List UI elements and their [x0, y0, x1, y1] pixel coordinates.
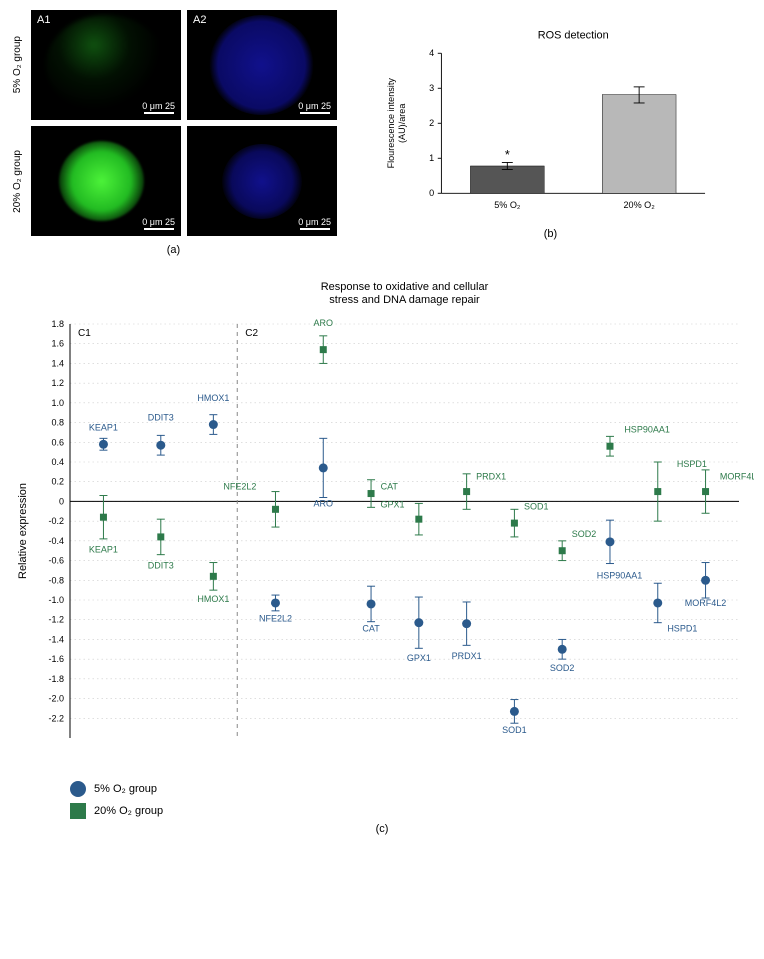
svg-text:KEAP1: KEAP1	[89, 422, 118, 432]
fluorescence-green-bright	[59, 141, 144, 221]
legend-square-icon	[70, 803, 86, 819]
svg-text:HSP90AA1: HSP90AA1	[624, 424, 670, 434]
svg-text:CAT: CAT	[381, 482, 399, 492]
scale-bar: 0 μm 25	[142, 101, 175, 114]
svg-text:CAT: CAT	[362, 624, 380, 634]
svg-text:ARO: ARO	[314, 498, 334, 508]
svg-text:1.6: 1.6	[51, 339, 64, 349]
svg-text:-1.2: -1.2	[48, 615, 64, 625]
svg-text:4: 4	[429, 48, 434, 58]
svg-text:1.2: 1.2	[51, 378, 64, 388]
svg-text:-0.8: -0.8	[48, 575, 64, 585]
svg-text:20% O₂: 20% O₂	[623, 200, 655, 210]
panel-a-sublabel: (a)	[10, 244, 337, 256]
svg-text:*: *	[505, 147, 510, 162]
svg-text:GPX1: GPX1	[380, 499, 404, 509]
micro-img-a2: A2 0 μm 25	[187, 10, 337, 120]
svg-text:SOD1: SOD1	[524, 501, 549, 511]
svg-text:0: 0	[429, 188, 434, 198]
legend-item-20pct: 20% O₂ group	[70, 803, 754, 819]
scale-bar: 0 μm 25	[142, 217, 175, 230]
svg-text:1.4: 1.4	[51, 358, 64, 368]
micro-img-b2: 0 μm 25	[187, 126, 337, 236]
legend-label-5pct: 5% O₂ group	[94, 783, 157, 795]
svg-text:-1.8: -1.8	[48, 674, 64, 684]
bar-chart-svg: ROS detection 0 1 2 3 4 Flourescence intensity…	[347, 26, 754, 226]
svg-text:HMOX1: HMOX1	[197, 594, 229, 604]
micro-row-1: 5% O₂ group A1 0 μm 25 A2 0 μm 25	[10, 10, 337, 120]
fluorescence-blue-large	[209, 15, 314, 115]
legend-label-20pct: 20% O₂ group	[94, 805, 163, 817]
svg-text:SOD2: SOD2	[572, 529, 597, 539]
svg-text:Flourescence intensity: Flourescence intensity	[386, 78, 396, 169]
figure-container: 5% O₂ group A1 0 μm 25 A2 0 μm 25 20% O₂…	[10, 10, 754, 835]
svg-text:C1: C1	[78, 328, 91, 339]
svg-text:Relative expression: Relative expression	[17, 483, 29, 579]
svg-text:-2.2: -2.2	[48, 713, 64, 723]
svg-text:0.2: 0.2	[51, 477, 64, 487]
svg-text:1.8: 1.8	[51, 319, 64, 329]
panel-b: ROS detection 0 1 2 3 4 Flourescence intensity…	[347, 10, 754, 256]
svg-text:-1.0: -1.0	[48, 595, 64, 605]
svg-text:5% O₂: 5% O₂	[494, 200, 521, 210]
svg-text:3: 3	[429, 83, 434, 93]
top-row: 5% O₂ group A1 0 μm 25 A2 0 μm 25 20% O₂…	[10, 10, 754, 256]
row-label-20pct: 20% O₂ group	[10, 148, 25, 215]
svg-text:MORF4L2: MORF4L2	[720, 472, 754, 482]
svg-text:DDIT3: DDIT3	[148, 413, 174, 423]
svg-text:2: 2	[429, 118, 434, 128]
svg-text:-0.4: -0.4	[48, 536, 64, 546]
panel-c: Response to oxidative and cellularstress…	[10, 266, 754, 835]
svg-text:1: 1	[429, 153, 434, 163]
svg-text:-1.6: -1.6	[48, 654, 64, 664]
micro-row-2: 20% O₂ group 0 μm 25 0 μm 25	[10, 126, 337, 236]
svg-text:-0.2: -0.2	[48, 516, 64, 526]
svg-text:SOD1: SOD1	[502, 725, 527, 735]
svg-text:0.4: 0.4	[51, 457, 64, 467]
svg-text:C2: C2	[245, 328, 258, 339]
svg-text:-0.6: -0.6	[48, 556, 64, 566]
svg-text:-2.0: -2.0	[48, 694, 64, 704]
scatter-chart-svg: Response to oxidative and cellularstress…	[10, 266, 754, 766]
fluorescence-blue-small	[222, 144, 302, 219]
micro-img-b1: 0 μm 25	[31, 126, 181, 236]
svg-text:0: 0	[59, 496, 64, 506]
svg-text:(AU)/area: (AU)/area	[397, 103, 407, 143]
legend-item-5pct: 5% O₂ group	[70, 781, 754, 797]
panel-c-sublabel: (c)	[10, 823, 754, 835]
fluorescence-green-faint	[46, 15, 166, 115]
scale-bar: 0 μm 25	[298, 101, 331, 114]
svg-text:GPX1: GPX1	[407, 653, 431, 663]
row-label-5pct: 5% O₂ group	[10, 34, 25, 95]
svg-text:NFE2L2: NFE2L2	[223, 482, 256, 492]
svg-text:stress and DNA damage repair: stress and DNA damage repair	[329, 294, 480, 306]
panel-a: 5% O₂ group A1 0 μm 25 A2 0 μm 25 20% O₂…	[10, 10, 337, 256]
svg-text:1.0: 1.0	[51, 398, 64, 408]
svg-text:Response to oxidative and cell: Response to oxidative and cellular	[321, 281, 489, 293]
svg-text:DDIT3: DDIT3	[148, 560, 174, 570]
img-label-a2: A2	[193, 14, 206, 26]
svg-text:HSPD1: HSPD1	[677, 459, 707, 469]
legend: 5% O₂ group 20% O₂ group	[70, 781, 754, 819]
svg-text:HSP90AA1: HSP90AA1	[597, 570, 643, 580]
svg-text:HSPD1: HSPD1	[667, 624, 697, 634]
svg-text:PRDX1: PRDX1	[452, 651, 482, 661]
svg-text:0.6: 0.6	[51, 437, 64, 447]
svg-text:ROS detection: ROS detection	[538, 30, 609, 42]
svg-text:HMOX1: HMOX1	[197, 393, 229, 403]
legend-circle-icon	[70, 781, 86, 797]
svg-text:NFE2L2: NFE2L2	[259, 614, 292, 624]
svg-text:MORF4L2: MORF4L2	[685, 598, 727, 608]
scale-bar: 0 μm 25	[298, 217, 331, 230]
svg-text:SOD2: SOD2	[550, 663, 575, 673]
panel-b-sublabel: (b)	[347, 228, 754, 240]
svg-text:0.8: 0.8	[51, 418, 64, 428]
micro-img-a1: A1 0 μm 25	[31, 10, 181, 120]
svg-text:KEAP1: KEAP1	[89, 545, 118, 555]
svg-text:ARO: ARO	[314, 318, 334, 328]
img-label-a1: A1	[37, 14, 50, 26]
svg-text:-1.4: -1.4	[48, 634, 64, 644]
svg-text:PRDX1: PRDX1	[476, 472, 506, 482]
